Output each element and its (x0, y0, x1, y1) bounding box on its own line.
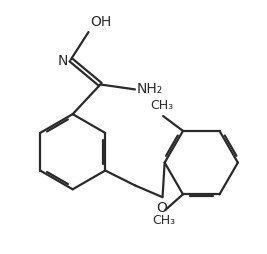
Text: N: N (57, 54, 68, 68)
Text: CH₃: CH₃ (151, 99, 174, 112)
Text: NH₂: NH₂ (137, 82, 163, 97)
Text: OH: OH (91, 15, 112, 29)
Text: CH₃: CH₃ (153, 214, 176, 227)
Text: O: O (156, 201, 167, 215)
